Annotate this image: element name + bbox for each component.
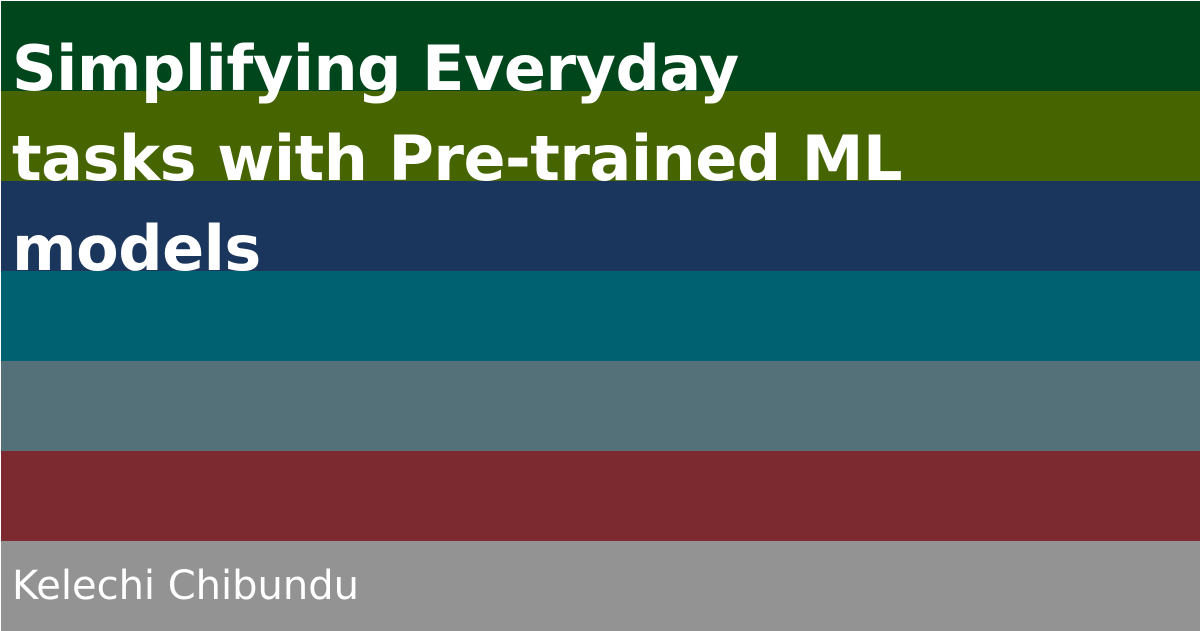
- page-title: Simplifying Everyday tasks with Pre-trai…: [12, 24, 1172, 294]
- title-line-3: models: [12, 212, 261, 285]
- stripe-7: [1, 541, 1200, 631]
- stripe-3: [1, 181, 1200, 271]
- stripe-2: [1, 91, 1200, 181]
- title-line-1: Simplifying Everyday: [12, 32, 739, 105]
- stripe-5: [1, 361, 1200, 451]
- title-line-2: tasks with Pre-trained ML: [12, 122, 902, 195]
- stripe-1: [1, 1, 1200, 91]
- author-name: Kelechi Chibundu: [12, 563, 359, 609]
- stripe-6: [1, 451, 1200, 541]
- stripe-4: [1, 271, 1200, 361]
